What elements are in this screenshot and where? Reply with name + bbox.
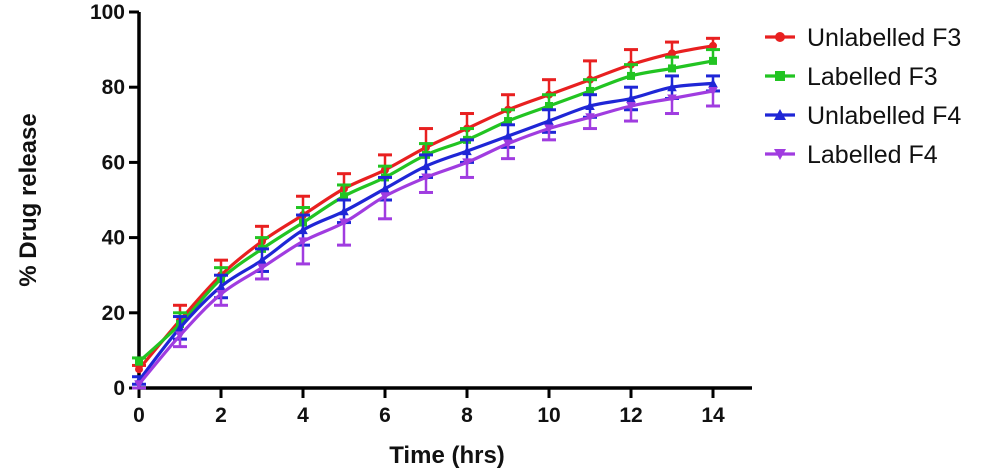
- x-tick-label: 4: [297, 404, 309, 427]
- y-tick-label: 60: [102, 151, 125, 174]
- data-point: [503, 139, 513, 149]
- data-point: [134, 380, 144, 390]
- data-point: [175, 331, 185, 341]
- legend-item: Unlabelled F3: [765, 24, 961, 52]
- legend-label: Unlabelled F4: [807, 102, 961, 130]
- data-point: [257, 255, 267, 265]
- legend-marker: [774, 109, 786, 120]
- y-tick-label: 20: [102, 302, 125, 325]
- x-tick-label: 8: [461, 404, 473, 427]
- data-point: [298, 237, 308, 247]
- x-tick-label: 2: [215, 404, 227, 427]
- legend: Unlabelled F3 Labelled F3 Unlabelled F4 Lab…: [765, 24, 961, 169]
- data-point: [586, 86, 594, 95]
- x-tick-label: 0: [133, 404, 145, 427]
- x-tick-label: 6: [379, 404, 391, 427]
- data-point: [585, 113, 595, 123]
- legend-marker: [774, 149, 786, 160]
- data-point: [504, 117, 512, 126]
- legend-label: Unlabelled F3: [807, 24, 961, 52]
- data-point: [585, 101, 595, 110]
- data-point: [421, 173, 431, 183]
- data-point: [627, 71, 635, 80]
- legend-item: Unlabelled F4: [765, 102, 961, 130]
- data-point: [668, 49, 676, 58]
- data-point: [380, 192, 390, 202]
- data-point: [380, 183, 390, 193]
- data-point: [339, 206, 349, 216]
- y-tick-label: 0: [113, 377, 125, 400]
- data-point: [421, 161, 431, 171]
- legend-label: Labelled F4: [807, 141, 938, 169]
- data-point: [216, 281, 226, 291]
- data-point: [216, 290, 226, 299]
- data-point: [544, 124, 554, 134]
- axes: 0 20 40 60 80 100 0 2 4 6 8 10 12 14: [90, 1, 752, 427]
- data-point: [462, 146, 472, 156]
- series-line: [137, 44, 714, 371]
- data-point: [298, 225, 308, 235]
- data-point: [626, 93, 636, 103]
- data-point: [339, 218, 349, 228]
- plot-area: [132, 36, 720, 390]
- data-point: [135, 365, 143, 374]
- data-point: [257, 263, 267, 273]
- x-tick-label: 14: [701, 404, 725, 427]
- data-point: [135, 357, 143, 366]
- x-tick-label: 10: [537, 404, 560, 427]
- legend-item: Labelled F3: [765, 63, 938, 91]
- legend-label: Labelled F3: [807, 63, 938, 91]
- data-point: [462, 158, 472, 168]
- data-point: [626, 102, 636, 111]
- y-axis-title: % Drug release: [15, 113, 42, 286]
- data-point: [709, 56, 717, 65]
- data-point: [544, 116, 554, 126]
- data-point: [709, 41, 717, 50]
- y-tick-label: 40: [102, 227, 125, 250]
- x-axis-title: Time (hrs): [389, 442, 505, 469]
- y-tick-label: 80: [102, 76, 125, 99]
- series-labelled-f4: [132, 86, 720, 390]
- data-point: [708, 78, 718, 88]
- data-point: [503, 131, 513, 141]
- data-point: [708, 86, 718, 96]
- data-point: [545, 102, 553, 110]
- legend-marker: [775, 32, 785, 42]
- data-point: [667, 82, 677, 92]
- legend-marker: [775, 71, 785, 81]
- x-tick-label: 12: [619, 404, 642, 427]
- data-point: [175, 323, 185, 332]
- y-tick-label: 100: [90, 1, 125, 24]
- data-point: [668, 64, 676, 73]
- data-point: [340, 192, 348, 201]
- legend-item: Labelled F4: [765, 141, 938, 169]
- data-point: [667, 94, 677, 104]
